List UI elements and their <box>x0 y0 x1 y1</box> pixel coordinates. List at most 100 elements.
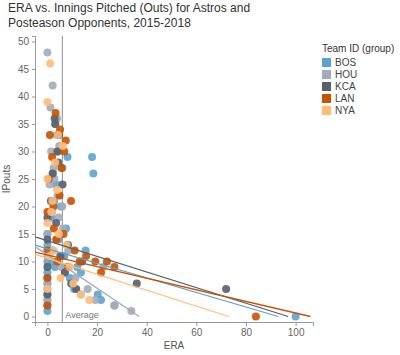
data-point <box>48 197 56 205</box>
trend-line <box>35 237 288 317</box>
reference-label: Average <box>65 310 98 320</box>
data-point <box>43 49 51 57</box>
data-point <box>69 280 77 288</box>
data-point <box>77 291 85 299</box>
x-tick-mark <box>97 322 98 326</box>
x-tick-label: 0 <box>45 327 51 338</box>
data-point <box>43 285 51 293</box>
trend-line <box>35 252 311 316</box>
plot-area <box>35 36 311 322</box>
legend-swatch <box>322 106 331 115</box>
chart-title: ERA vs. Innings Pitched (Outs) for Astro… <box>8 1 250 15</box>
y-tick-label: 20 <box>18 201 30 212</box>
x-tick-label: 100 <box>288 327 305 338</box>
y-tick-mark <box>32 97 35 98</box>
x-tick-mark <box>147 322 148 326</box>
y-tick-label: 0 <box>23 311 29 322</box>
chart-title: Posteason Opponents, 2015-2018 <box>8 16 191 30</box>
data-point <box>89 170 97 178</box>
y-tick: 20 <box>18 201 35 212</box>
y-tick: 10 <box>18 256 35 267</box>
y-tick-mark <box>32 179 35 180</box>
y-tick-label: 50 <box>18 36 30 47</box>
data-point <box>46 60 54 68</box>
y-tick-mark <box>32 234 35 235</box>
trend-line <box>35 247 139 317</box>
x-tick-mark <box>47 322 48 326</box>
data-point <box>222 285 230 293</box>
data-point <box>59 142 67 150</box>
y-tick-label: 5 <box>23 284 29 295</box>
x-tick-mark <box>196 322 197 326</box>
y-tick-label: 25 <box>18 174 30 185</box>
data-point <box>43 285 51 293</box>
y-tick: 40 <box>18 91 35 102</box>
trend-line <box>35 254 229 316</box>
y-tick: 35 <box>18 119 35 130</box>
chart-svg: ERA vs. Innings Pitched (Outs) for Astro… <box>0 0 400 355</box>
x-axis-line <box>36 323 314 327</box>
x-tick-mark <box>296 322 297 326</box>
y-tick: 0 <box>23 311 35 322</box>
x-axis: 0 20 40 60 80 100 <box>36 322 314 338</box>
y-tick: 5 <box>23 284 35 295</box>
y-tick-mark <box>32 124 35 125</box>
data-point <box>49 82 57 90</box>
data-point <box>54 131 62 139</box>
legend-label: BOS <box>335 57 356 68</box>
x-tick-label: 40 <box>142 327 154 338</box>
y-tick: 45 <box>18 64 35 75</box>
data-point <box>85 296 93 304</box>
data-point <box>55 230 63 238</box>
x-tick: 100 <box>288 322 305 338</box>
data-point <box>46 131 54 139</box>
data-point <box>47 208 55 216</box>
data-point <box>53 131 61 139</box>
data-point <box>43 302 51 310</box>
data-point <box>43 98 51 106</box>
legend-swatch <box>322 94 331 103</box>
x-tick: 60 <box>191 322 203 338</box>
y-axis-line <box>32 37 36 323</box>
y-axis-title: IPouts <box>1 165 12 193</box>
data-point <box>110 302 118 310</box>
data-point <box>43 175 51 183</box>
y-tick-mark <box>32 207 35 208</box>
data-point <box>43 263 51 271</box>
y-tick-label: 40 <box>18 91 30 102</box>
x-tick-label: 80 <box>241 327 253 338</box>
y-tick-label: 35 <box>18 119 30 130</box>
chart-container: ERA vs. Innings Pitched (Outs) for Astro… <box>0 0 400 355</box>
legend-swatch <box>322 70 331 79</box>
y-tick: 50 <box>18 36 35 47</box>
legend-label: HOU <box>335 69 357 80</box>
data-point <box>52 109 60 117</box>
legend-label: LAN <box>335 93 354 104</box>
data-point <box>43 274 51 282</box>
y-tick: 15 <box>18 229 35 240</box>
x-tick: 80 <box>241 322 253 338</box>
x-tick: 20 <box>92 322 104 338</box>
data-point <box>43 302 51 310</box>
legend: Team ID (group)BOSHOUKCALANNYA <box>322 43 394 116</box>
y-tick-label: 15 <box>18 229 30 240</box>
data-point <box>43 219 51 227</box>
legend-swatch <box>322 82 331 91</box>
x-tick-label: 60 <box>191 327 203 338</box>
y-tick-mark <box>32 42 35 43</box>
y-tick-mark <box>32 69 35 70</box>
y-tick-mark <box>32 317 35 318</box>
x-tick: 40 <box>142 322 154 338</box>
data-point <box>77 291 85 299</box>
y-tick: 25 <box>18 174 35 185</box>
legend-swatch <box>322 58 331 67</box>
x-tick-mark <box>246 322 247 326</box>
data-point <box>84 285 92 293</box>
data-point <box>58 164 66 172</box>
data-point <box>88 153 96 161</box>
legend-label: KCA <box>335 81 356 92</box>
x-tick: 0 <box>45 322 51 338</box>
data-point <box>51 159 59 167</box>
y-axis: 05101520253035404550 <box>18 36 36 322</box>
data-point <box>57 274 65 282</box>
